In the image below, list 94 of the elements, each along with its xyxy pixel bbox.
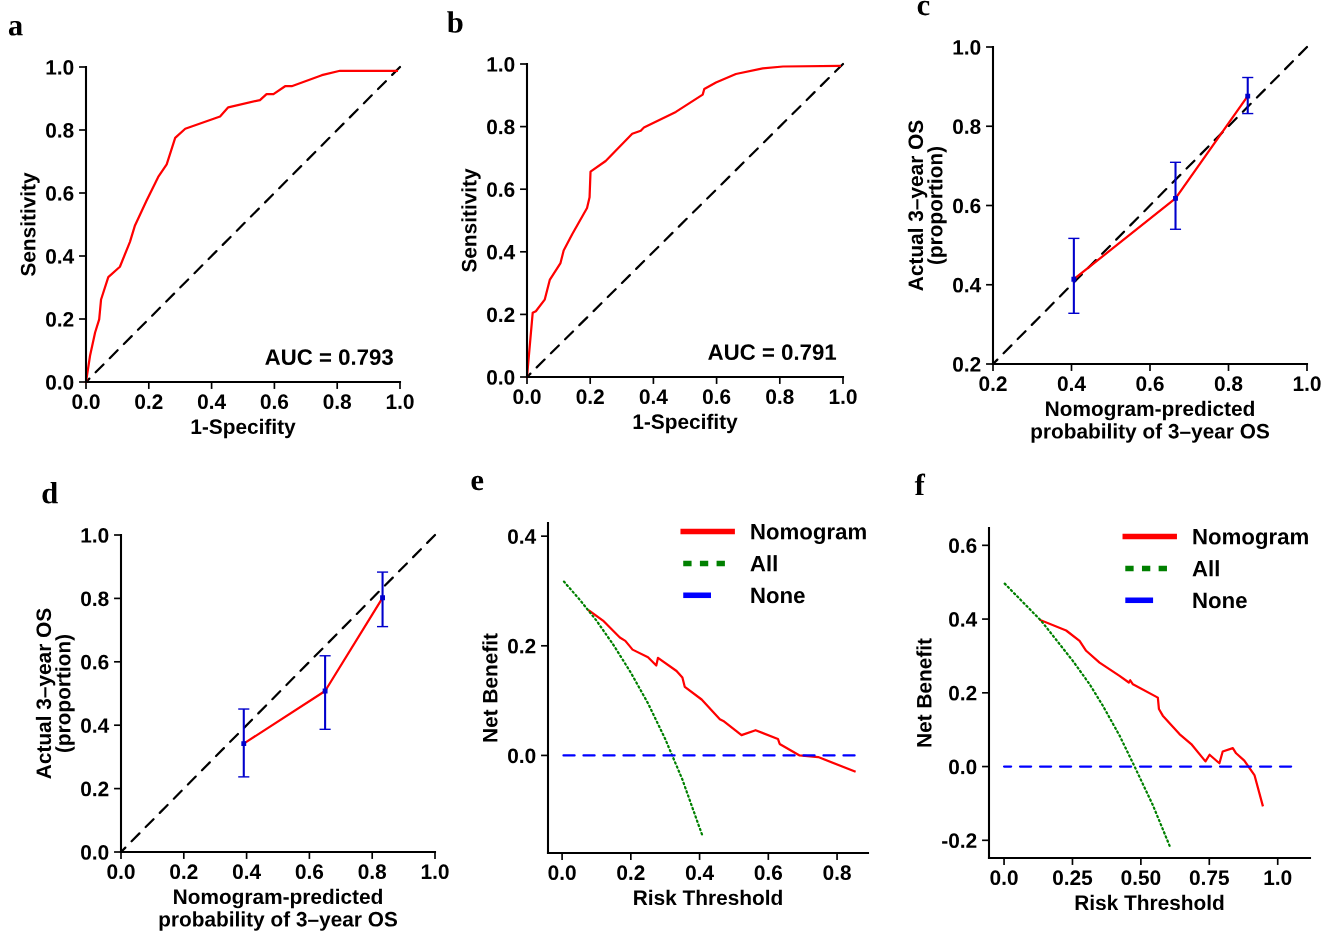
y-tick-label: 0.2 [487,307,515,323]
x-tick-label: 0.2 [576,389,604,405]
x-tick-label: 0.50 [1121,870,1161,886]
x-tick-label: 0.0 [107,864,135,880]
y-tick-label: 0.2 [81,781,109,797]
legend-label: All [750,555,777,572]
point [322,688,328,694]
line-series [588,609,856,773]
x-axis-title: Risk Threshold [1075,894,1224,911]
x-tick-label: 0.4 [685,865,714,881]
y-axis-title: Sensitivity [461,168,481,272]
x-tick-label: 0.6 [1136,376,1164,392]
point [241,741,247,747]
x-tick-label: 0.0 [990,870,1018,886]
y-tick-label: 0.8 [46,123,74,138]
legend-label: Nomogram [1193,529,1308,550]
x-tick-label: 0.2 [135,394,163,410]
y-axis-title: Net Benefit [482,633,498,742]
y-tick-label: 0.4 [81,718,110,733]
x-axis-title: 1-Specifity [633,413,738,434]
x-tick-label: 1.0 [829,389,857,405]
x-tick-label: 0.6 [754,865,783,881]
x-tick-label: 0.4 [1057,376,1086,392]
chart-title: d [42,481,58,504]
line-series [1039,619,1264,807]
x-tick-label: 0.4 [232,864,261,880]
y-tick-label: 0.0 [81,845,109,860]
y-tick-label: 0.2 [949,685,977,701]
y-tick-label: 0.2 [508,638,536,654]
legend-label: None [1193,592,1247,609]
y-tick-label: 0.6 [81,654,109,670]
y-tick-label: 0.6 [487,182,515,197]
y-axis-title: Sensitivity [20,172,40,276]
point [380,595,385,601]
x-tick-label: 0.8 [823,865,851,881]
chart-title: c [917,0,930,16]
y-tick-label: 0.6 [949,538,977,554]
x-tick-label: 0.0 [548,865,576,881]
x-tick-label: 0.4 [639,389,668,405]
legend-label: None [751,587,805,604]
y-tick-label: 0.6 [46,186,74,201]
x-tick-label: 1.0 [1264,870,1292,886]
y-tick-label: 0.2 [953,357,981,372]
y-tick-label: 0.4 [487,244,516,260]
x-tick-label: 1.0 [386,394,414,410]
x-tick-label: 0.8 [358,864,387,880]
y-tick-label: 0.0 [508,748,536,764]
y-axis-title: Net Benefit [916,638,932,747]
x-axis-title: Nomogram-predicted probability of 3–year OS [1031,400,1270,443]
y-tick-label: 0.2 [46,312,74,327]
y-tick-label: 1.0 [81,528,109,543]
x-tick-label: 0.25 [1053,870,1093,886]
y-tick-label: 0.8 [81,591,109,607]
chart-title: f [914,473,926,496]
y-tick-label: 0.6 [953,198,981,214]
point [1245,93,1251,99]
x-tick-label: 1.0 [421,864,449,880]
y-tick-label: 0.4 [953,277,982,293]
chart-title: b [447,11,463,33]
point [1173,195,1178,201]
chart-title: e [471,475,484,491]
y-axis-title: Actual 3–year OS (proportion) [907,120,947,291]
y-tick-label: 1.0 [487,57,515,72]
x-tick-label: 0.8 [323,394,352,410]
x-tick-label: 0.4 [197,394,226,410]
legend-label: All [1192,560,1219,577]
y-tick-label: 0.8 [953,119,981,134]
legend-label: Nomogram [751,524,866,545]
y-tick-label: 0.4 [46,249,75,264]
point [1071,276,1077,282]
x-tick-label: 0.75 [1189,870,1229,886]
y-tick-label: 0.8 [487,119,515,135]
x-axis-title: Nomogram-predicted probability of 3–year OS [159,888,398,931]
x-tick-label: 0.6 [295,864,324,880]
x-tick-label: 0.2 [170,864,198,880]
y-tick-label: 0.4 [508,529,537,544]
y-tick-label: 1.0 [953,40,981,55]
y-tick-label: 1.0 [46,60,74,75]
chart-title: a [8,20,23,36]
annotation: AUC = 0.791 [708,344,837,361]
x-axis-title: 1-Specifity [191,418,296,439]
x-tick-label: 0.2 [979,376,1007,392]
annotation: AUC = 0.793 [265,349,393,366]
y-tick-label: -0.2 [942,833,977,849]
x-tick-label: 0.8 [1214,376,1243,392]
y-axis-title: Actual 3–year OS (proportion) [35,608,75,779]
y-tick-label: 0.0 [949,759,977,775]
x-tick-label: 0.2 [617,865,645,881]
x-tick-label: 0.6 [260,394,289,410]
x-axis-title: Risk Threshold [634,889,782,906]
x-tick-label: 1.0 [1293,376,1321,392]
x-tick-label: 0.8 [766,389,794,405]
x-tick-label: 0.6 [702,389,731,405]
y-tick-label: 0.4 [949,612,978,627]
